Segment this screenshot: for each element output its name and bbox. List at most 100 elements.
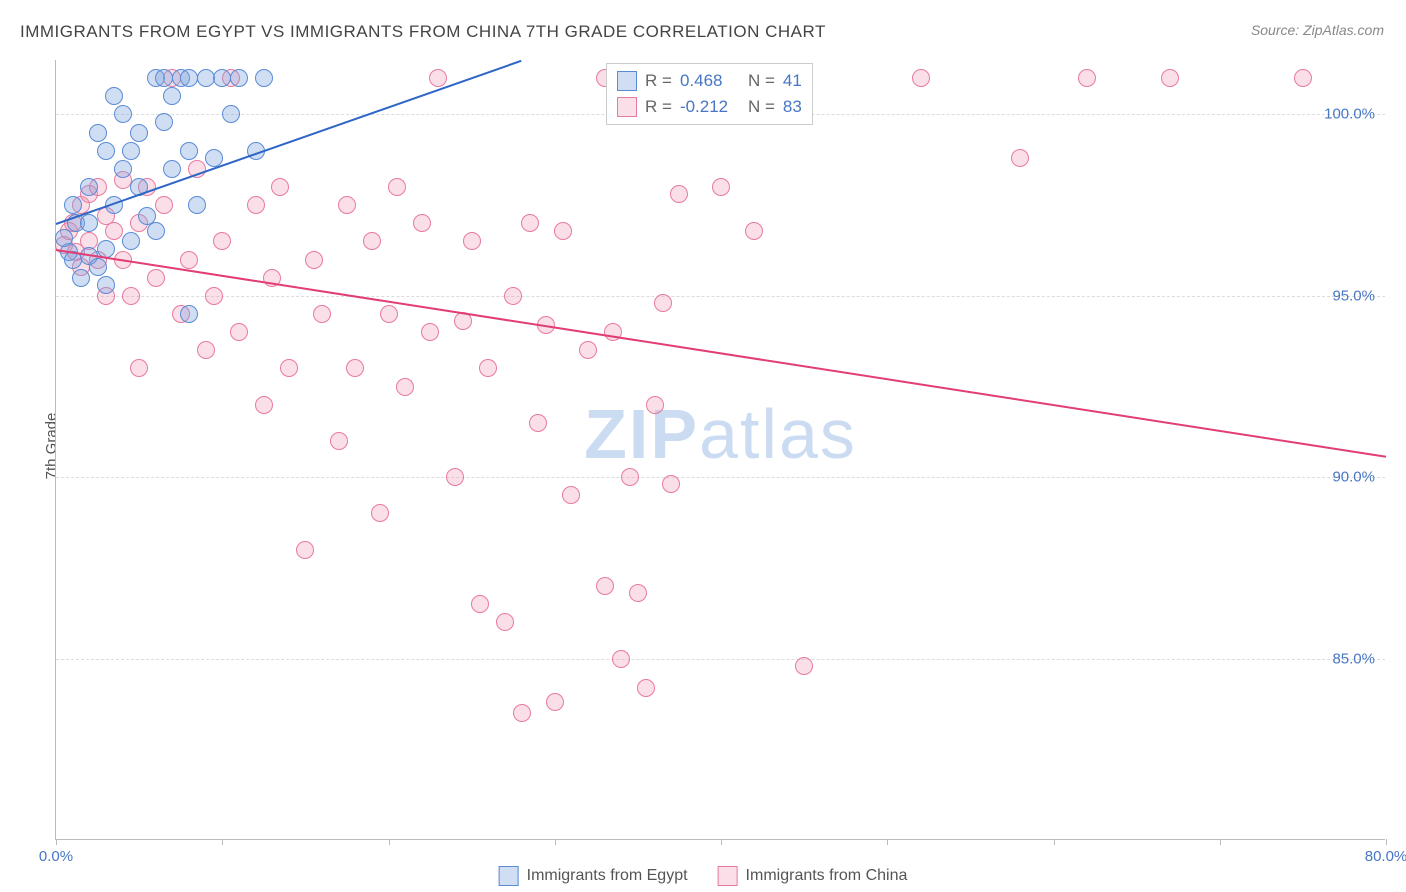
data-point [89,258,107,276]
data-point [222,105,240,123]
data-point [429,69,447,87]
legend-stats: R = 0.468 N = 41 R =-0.212N =83 [606,63,813,125]
legend-r-value: -0.212 [680,97,740,117]
gridline [56,477,1385,478]
x-tick [56,839,57,845]
data-point [122,287,140,305]
data-point [421,323,439,341]
data-point [912,69,930,87]
watermark: ZIPatlas [584,394,857,474]
data-point [1078,69,1096,87]
y-tick-label: 90.0% [1332,469,1375,486]
data-point [662,475,680,493]
data-point [629,584,647,602]
data-point [205,287,223,305]
data-point [180,305,198,323]
x-tick [721,839,722,845]
data-point [712,178,730,196]
watermark-zip: ZIP [584,395,699,473]
x-tick [887,839,888,845]
legend-n-value: 83 [783,97,802,117]
legend-item: Immigrants from Egypt [499,866,688,886]
data-point [670,185,688,203]
data-point [147,269,165,287]
data-point [213,69,231,87]
data-point [247,196,265,214]
data-point [313,305,331,323]
data-point [280,359,298,377]
data-point [579,341,597,359]
data-point [255,69,273,87]
data-point [55,229,73,247]
data-point [296,541,314,559]
data-point [97,276,115,294]
data-point [114,105,132,123]
data-point [180,251,198,269]
data-point [479,359,497,377]
legend-series-name: Immigrants from Egypt [527,867,688,885]
x-tick-label: 80.0% [1365,848,1406,865]
trend-line [56,249,1386,458]
data-point [330,432,348,450]
gridline [56,659,1385,660]
data-point [562,486,580,504]
x-tick [1220,839,1221,845]
data-point [396,378,414,396]
data-point [637,679,655,697]
data-point [513,704,531,722]
data-point [413,214,431,232]
data-point [380,305,398,323]
data-point [155,196,173,214]
data-point [463,232,481,250]
data-point [197,69,215,87]
data-point [471,595,489,613]
legend-stats-row: R =-0.212N =83 [617,94,802,120]
data-point [529,414,547,432]
y-tick-label: 100.0% [1324,106,1375,123]
data-point [188,196,206,214]
data-point [596,577,614,595]
legend-swatch [617,71,637,91]
legend-n-value: 41 [783,71,802,91]
data-point [371,504,389,522]
data-point [197,341,215,359]
data-point [64,196,82,214]
data-point [180,69,198,87]
data-point [105,87,123,105]
chart-title: IMMIGRANTS FROM EGYPT VS IMMIGRANTS FROM… [20,22,826,42]
data-point [554,222,572,240]
data-point [388,178,406,196]
legend-r-value: 0.468 [680,71,740,91]
data-point [89,124,107,142]
x-tick [555,839,556,845]
data-point [1011,149,1029,167]
legend-n-label: N = [748,71,775,91]
data-point [363,232,381,250]
y-tick-label: 85.0% [1332,650,1375,667]
data-point [1294,69,1312,87]
legend-bottom: Immigrants from Egypt Immigrants from Chi… [499,866,908,886]
data-point [130,359,148,377]
data-point [504,287,522,305]
x-tick-label: 0.0% [39,848,73,865]
data-point [114,160,132,178]
data-point [155,113,173,131]
data-point [72,269,90,287]
data-point [546,693,564,711]
data-point [80,214,98,232]
gridline [56,296,1385,297]
x-tick [1386,839,1387,845]
legend-series-name: Immigrants from China [746,867,908,885]
legend-swatch [617,97,637,117]
x-tick [389,839,390,845]
data-point [130,124,148,142]
legend-stats-row: R = 0.468 N = 41 [617,68,802,94]
legend-r-label: R = [645,71,672,91]
data-point [496,613,514,631]
data-point [230,69,248,87]
data-point [646,396,664,414]
data-point [122,142,140,160]
y-tick-label: 95.0% [1332,287,1375,304]
data-point [155,69,173,87]
data-point [122,232,140,250]
